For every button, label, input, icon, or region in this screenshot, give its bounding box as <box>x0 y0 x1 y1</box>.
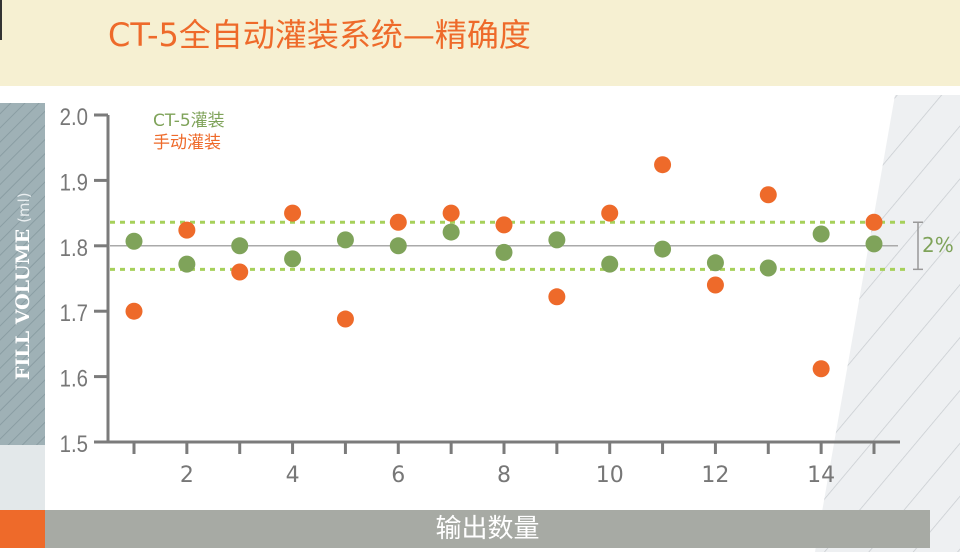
y-axis-label: FILL VOLUME(ml) <box>12 192 34 380</box>
manual-point <box>706 276 724 294</box>
y-tick-label: 1.7 <box>60 300 88 327</box>
ct5-point <box>812 225 830 243</box>
x-tick-label: 10 <box>596 463 624 488</box>
page-title: CT-5全自动灌装系统—精确度 <box>108 16 531 54</box>
manual-point <box>284 204 302 222</box>
y-tick-label: 2.0 <box>60 103 88 130</box>
ct5-point <box>759 259 777 277</box>
header: CT-5全自动灌装系统—精确度 <box>0 0 960 86</box>
y-tick-label: 1.6 <box>60 365 88 392</box>
ct5-point <box>125 232 143 250</box>
ct5-point <box>231 237 249 255</box>
manual-point <box>548 288 566 306</box>
x-tick-label: 4 <box>286 463 300 488</box>
ct5-point <box>865 235 883 253</box>
ct5-point <box>706 254 724 272</box>
y-tick-label: 1.8 <box>60 234 88 261</box>
manual-point <box>812 360 830 378</box>
manual-point <box>495 216 513 234</box>
manual-point <box>125 302 143 320</box>
manual-point <box>442 204 460 222</box>
x-tick-label: 12 <box>701 463 729 488</box>
ct5-point <box>495 243 513 261</box>
x-tick-label: 14 <box>807 463 835 488</box>
manual-point <box>231 263 249 281</box>
y-tick-label: 1.5 <box>60 430 88 457</box>
ct5-point <box>389 237 407 255</box>
ylabel-band-lower <box>0 445 45 510</box>
ct5-point <box>442 223 460 241</box>
right-hatch-panel <box>815 95 960 552</box>
ct5-point <box>654 240 672 258</box>
ct5-point <box>336 231 354 249</box>
ct5-point <box>178 255 196 273</box>
legend-manual: 手动灌装 <box>153 133 221 153</box>
x-tick-label: 2 <box>180 463 194 488</box>
manual-point <box>601 204 619 222</box>
manual-point <box>336 310 354 328</box>
manual-point <box>389 213 407 231</box>
x-axis-label: 输出数量 <box>45 510 930 548</box>
x-tick-label: 6 <box>391 463 405 488</box>
manual-point <box>865 213 883 231</box>
manual-point <box>178 221 196 239</box>
tolerance-label: 2% <box>922 233 954 257</box>
corner-accent <box>0 510 45 548</box>
ct5-point <box>601 255 619 273</box>
legend-ct5: CT-5灌装 <box>153 111 225 131</box>
ct5-point <box>548 231 566 249</box>
ylabel-band <box>0 103 45 445</box>
manual-point <box>654 156 672 174</box>
ct5-point <box>284 250 302 268</box>
manual-point <box>759 186 777 204</box>
edge-mark <box>0 0 2 40</box>
x-tick-label: 8 <box>497 463 511 488</box>
y-tick-label: 1.9 <box>60 169 88 196</box>
